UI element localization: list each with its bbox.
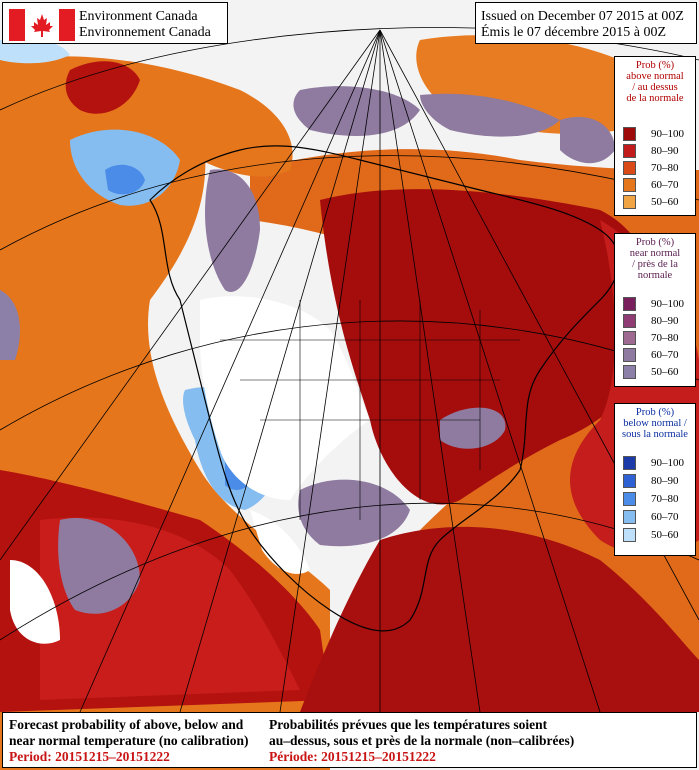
legend-above-title: Prob (%) above normal / au dessus de la …	[615, 57, 695, 104]
state-borders	[220, 300, 520, 520]
east-high-prob-region	[320, 189, 660, 505]
legend-title-line: Prob (%)	[635, 60, 675, 71]
legend-swatch	[623, 144, 636, 158]
near-normal-westcoast-patch	[0, 290, 20, 360]
legend-label: 50–60	[651, 196, 679, 208]
neutral-interior-region	[200, 296, 370, 500]
below-normal-arctic-strip	[0, 38, 70, 64]
legend-swatch	[623, 492, 636, 506]
issued-date-fr: Émis le 07 décembre 2015 à 00Z	[481, 25, 667, 40]
legend-above-normal: Prob (%) above normal / au dessus de la …	[614, 56, 696, 216]
caption-en-line1: Forecast probability of above, below and	[9, 717, 244, 732]
legend-swatch	[623, 331, 636, 345]
legend-label: 60–70	[651, 511, 679, 523]
legend-label: 80–90	[651, 145, 679, 157]
legend-label: 90–100	[651, 457, 684, 469]
legend-swatch	[623, 348, 636, 362]
legend-label: 70–80	[651, 493, 679, 505]
near-normal-pacific-patch	[58, 518, 140, 614]
canada-flag-icon	[9, 9, 75, 41]
legend-title-line: de la normale	[626, 93, 684, 104]
legend-swatch	[623, 365, 636, 379]
neutral-pacific-region	[10, 560, 60, 644]
legend-title-line: below normal /	[623, 418, 687, 429]
graticule	[0, 27, 699, 713]
legend-label: 90–100	[651, 128, 684, 140]
legend-swatch	[623, 195, 636, 209]
issued-date-en: Issued on December 07 2015 at 00Z	[481, 9, 684, 24]
below-normal-alaska-core	[105, 164, 145, 195]
legend-swatch	[623, 528, 636, 542]
near-normal-hudson-patch	[420, 93, 560, 137]
gulf-high-prob-region	[300, 526, 699, 712]
legend-swatch	[623, 161, 636, 175]
legend-swatch	[623, 314, 636, 328]
legend-label: 50–60	[651, 529, 679, 541]
legend-label: 70–80	[651, 162, 679, 174]
legend-title-line: / près de la	[632, 259, 678, 270]
legend-near-normal: Prob (%) near normal / près de la normal…	[614, 233, 696, 387]
near-normal-gulf-patch	[298, 479, 410, 547]
legend-title-line: above normal	[626, 71, 684, 82]
legend-swatch	[623, 474, 636, 488]
legend-title-line: Prob (%)	[635, 407, 675, 418]
legend-label: 70–80	[651, 332, 679, 344]
legend-swatch	[623, 127, 636, 141]
legend-swatch	[623, 456, 636, 470]
caption-fr-line1: Probabilités prévues que les température…	[269, 717, 548, 732]
caption-fr-period: Période: 20151215–20151222	[269, 749, 436, 764]
near-normal-southeast-patch	[440, 407, 506, 449]
alaska-high-prob-region	[65, 61, 140, 114]
legend-title-line: / au dessus	[632, 82, 678, 93]
legend-swatch	[623, 510, 636, 524]
legend-label: 80–90	[651, 315, 679, 327]
legend-label: 80–90	[651, 475, 679, 487]
legend-title-line: near normal	[629, 248, 681, 259]
legend-swatch	[623, 297, 636, 311]
agency-name-fr: Environnement Canada	[79, 25, 211, 40]
legend-label: 60–70	[651, 179, 679, 191]
legend-near-title: Prob (%) near normal / près de la normal…	[615, 234, 695, 281]
agency-name-en: Environment Canada	[79, 9, 198, 24]
agency-logo-box: Environment Canada Environnement Canada	[2, 2, 228, 44]
legend-label: 90–100	[651, 298, 684, 310]
footer-caption: Forecast probability of above, below and…	[2, 712, 697, 768]
near-normal-arctic-patch	[293, 86, 420, 136]
coastline	[149, 145, 620, 632]
caption-en-period: Period: 20151215–20151222	[9, 749, 170, 764]
legend-below-normal: Prob (%) below normal / sous la normale …	[614, 403, 696, 556]
legend-title-line: Prob (%)	[635, 237, 675, 248]
issued-box: Issued on December 07 2015 at 00Z Émis l…	[475, 2, 697, 44]
near-normal-greenland-patch	[560, 116, 615, 164]
neutral-mexico-region	[250, 510, 310, 574]
near-normal-yukon-patch	[205, 169, 260, 292]
legend-label: 50–60	[651, 366, 679, 378]
caption-fr-line2: au–dessus, sous et près de la normale (n…	[269, 733, 575, 748]
legend-title-line: sous la normale	[622, 429, 688, 440]
caption-en-line2: near normal temperature (no calibration)	[9, 733, 249, 748]
legend-title-line: normale	[637, 270, 673, 281]
legend-below-title: Prob (%) below normal / sous la normale	[615, 404, 695, 440]
legend-swatch	[623, 178, 636, 192]
legend-label: 60–70	[651, 349, 679, 361]
